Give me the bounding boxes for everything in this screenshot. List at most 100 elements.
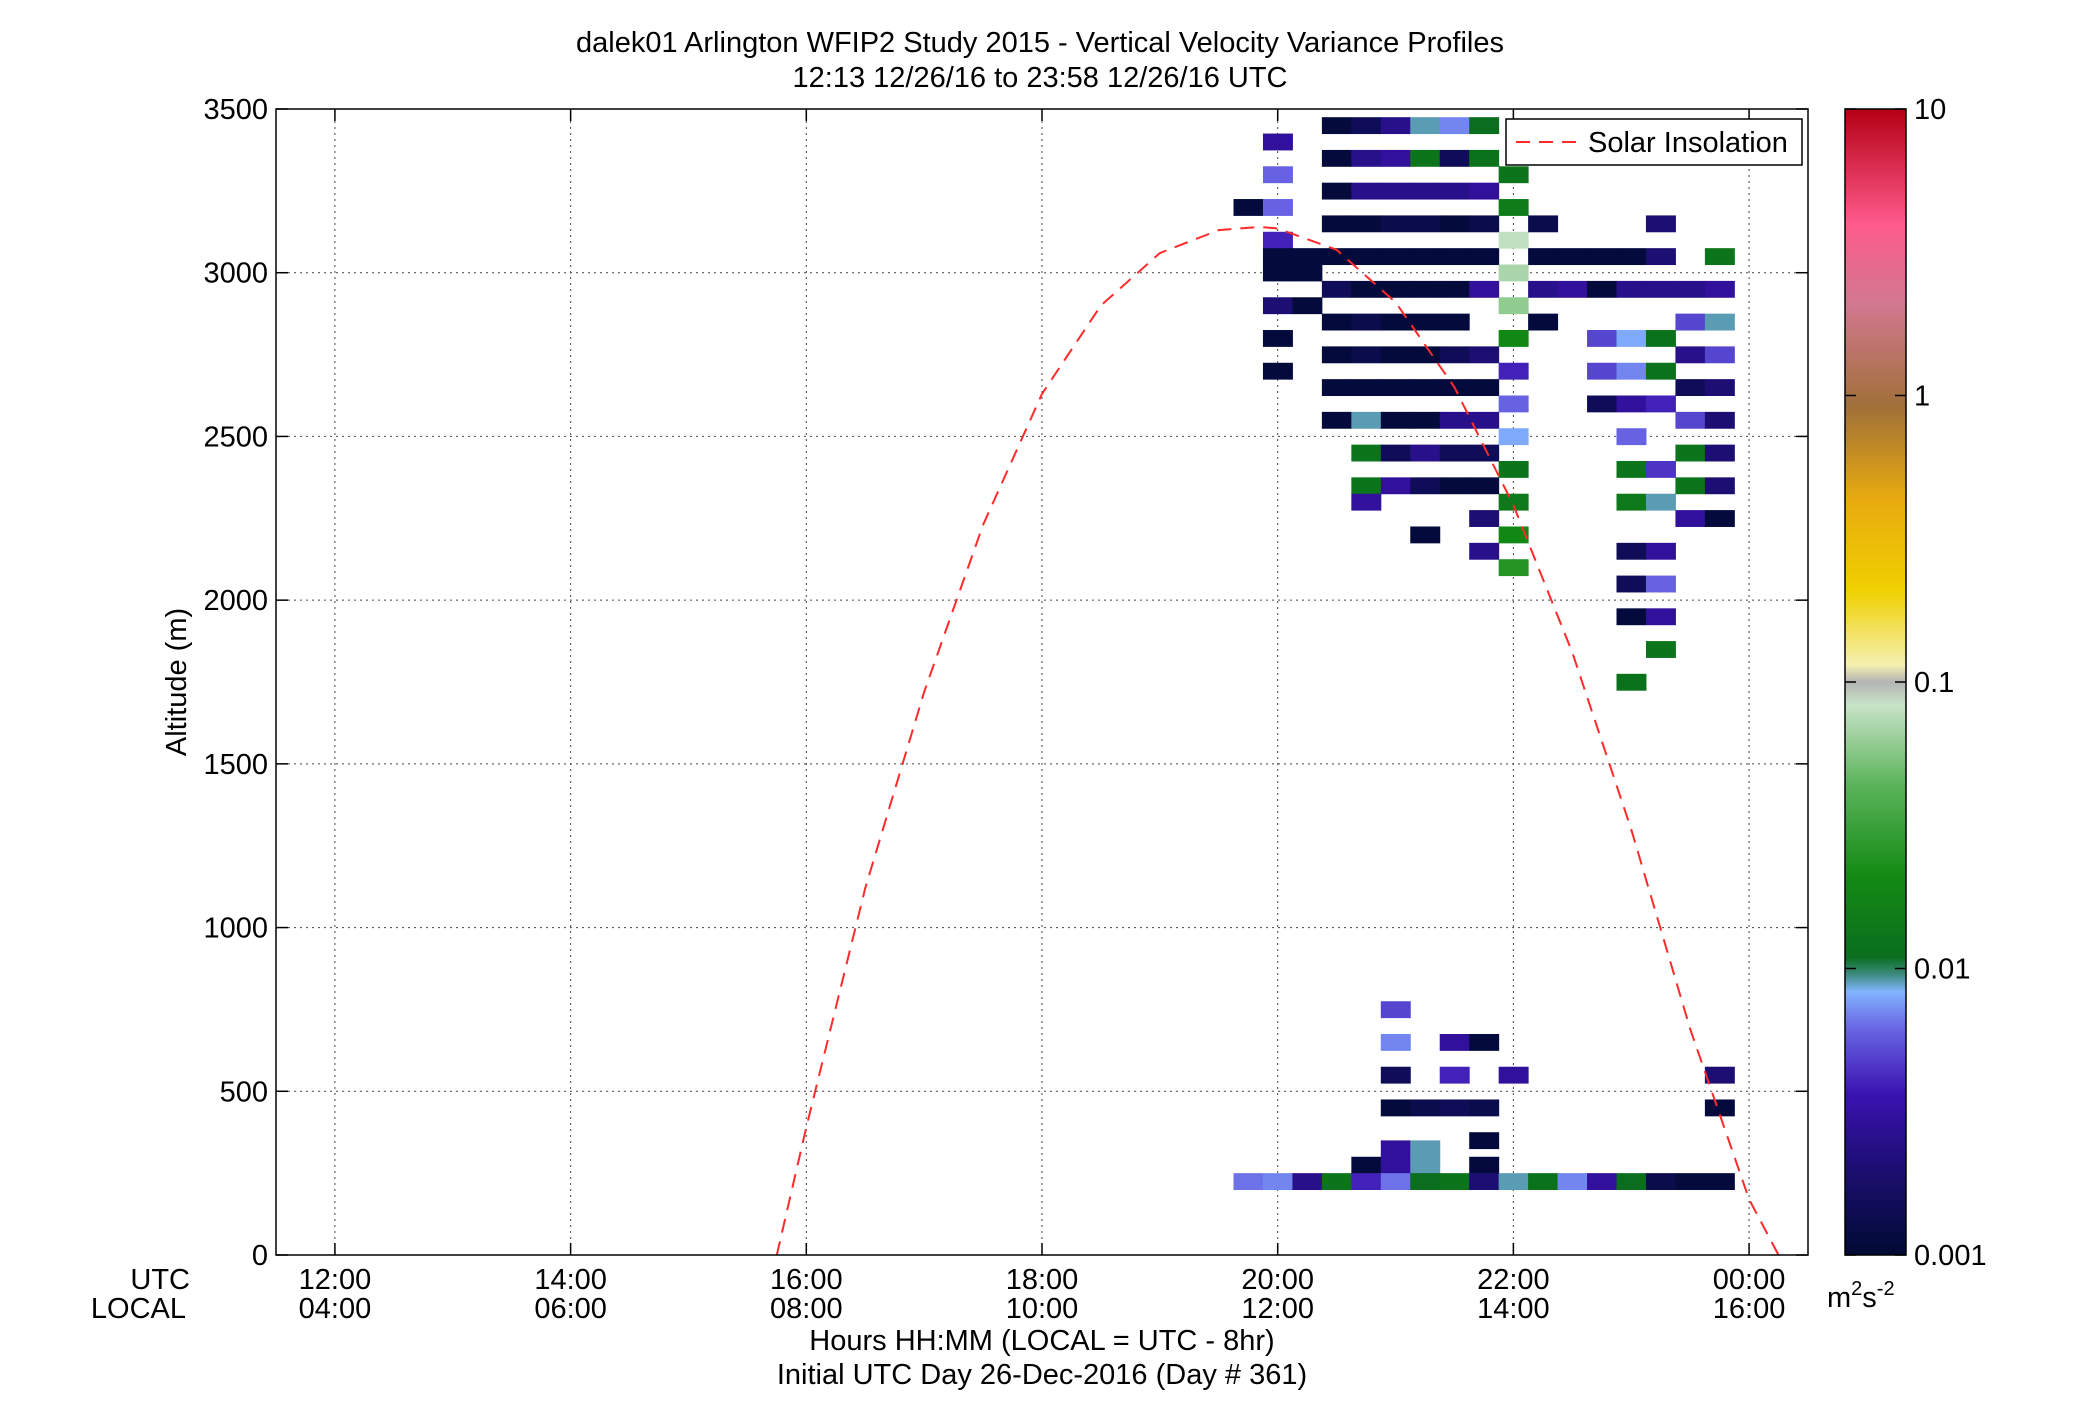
variance-cell xyxy=(1351,1156,1382,1174)
variance-cell xyxy=(1262,330,1293,347)
variance-cell xyxy=(1439,1066,1470,1084)
variance-cell xyxy=(1645,575,1676,593)
variance-cell xyxy=(1351,248,1382,266)
variance-cell xyxy=(1233,1173,1264,1191)
variance-cell xyxy=(1616,575,1647,593)
colorbar: 0.001 0.01 0.1 1 10 m2s-2 xyxy=(1827,94,1987,1314)
variance-cell xyxy=(1498,526,1529,544)
variance-cell xyxy=(1233,199,1264,216)
variance-cell xyxy=(1645,641,1676,658)
variance-cell xyxy=(1704,248,1735,266)
variance-cell xyxy=(1410,248,1441,266)
utc-row-label: UTC xyxy=(130,1264,190,1296)
variance-cell xyxy=(1469,1033,1500,1051)
local-row-label: LOCAL xyxy=(91,1293,186,1325)
variance-cell xyxy=(1616,542,1647,560)
variance-cell xyxy=(1528,215,1559,233)
variance-cell xyxy=(1498,199,1529,216)
variance-cell xyxy=(1498,395,1529,413)
variance-cell xyxy=(1498,330,1529,347)
variance-cell xyxy=(1704,477,1735,495)
variance-cell xyxy=(1410,117,1441,135)
x-tick-label-utc: 18:00 xyxy=(1006,1264,1079,1296)
x-tick-label-local: 04:00 xyxy=(299,1293,372,1325)
variance-cell xyxy=(1439,182,1470,200)
variance-cell xyxy=(1262,297,1293,315)
chart-title: dalek01 Arlington WFIP2 Study 2015 - Ver… xyxy=(576,27,1504,59)
variance-cell xyxy=(1351,149,1382,167)
colorbar-tick-label: 0.01 xyxy=(1914,954,1970,986)
variance-cell xyxy=(1645,1173,1676,1191)
variance-cell xyxy=(1675,477,1706,495)
variance-cell xyxy=(1439,117,1470,135)
variance-cell xyxy=(1262,199,1293,216)
variance-cell xyxy=(1321,248,1352,266)
variance-cell xyxy=(1321,313,1352,331)
x-tick-label-local: 10:00 xyxy=(1006,1293,1079,1325)
variance-cell xyxy=(1439,149,1470,167)
x-tick-label-utc: 16:00 xyxy=(770,1264,843,1296)
variance-cell xyxy=(1616,493,1647,511)
variance-cell xyxy=(1439,280,1470,298)
variance-cell xyxy=(1616,330,1647,347)
variance-cell xyxy=(1469,149,1500,167)
variance-cell xyxy=(1704,379,1735,396)
variance-cell xyxy=(1645,460,1676,478)
variance-cell xyxy=(1262,264,1293,282)
variance-cell xyxy=(1469,444,1500,462)
x-tick-label-local: 06:00 xyxy=(534,1293,607,1325)
variance-cell xyxy=(1351,379,1382,396)
y-tick-labels: 0 500 1000 1500 2000 2500 3000 3500 xyxy=(203,94,268,1272)
variance-cell xyxy=(1380,346,1411,364)
variance-cell xyxy=(1410,182,1441,200)
y-axis-label: Altitude (m) xyxy=(161,608,193,756)
variance-cell xyxy=(1528,313,1559,331)
y-tick-label: 3000 xyxy=(203,258,268,290)
variance-cell xyxy=(1380,379,1411,396)
variance-cell xyxy=(1645,542,1676,560)
variance-cell xyxy=(1321,379,1352,396)
variance-cell xyxy=(1410,280,1441,298)
variance-cell xyxy=(1380,182,1411,200)
variance-cell xyxy=(1645,395,1676,413)
variance-cell xyxy=(1469,280,1500,298)
variance-cell xyxy=(1675,411,1706,429)
colorbar-tick-label: 1 xyxy=(1914,381,1930,413)
variance-cell xyxy=(1439,346,1470,364)
variance-cell xyxy=(1262,133,1293,151)
x-tick-label-utc: 00:00 xyxy=(1713,1264,1786,1296)
variance-cell xyxy=(1704,313,1735,331)
variance-cell xyxy=(1645,493,1676,511)
variance-cell xyxy=(1616,608,1647,626)
solar-insolation-line xyxy=(775,225,1780,1256)
axis-ticks xyxy=(276,108,1808,1256)
chart-subtitle: 12:13 12/26/16 to 23:58 12/26/16 UTC xyxy=(793,62,1288,94)
variance-cell xyxy=(1351,1173,1382,1191)
variance-cell xyxy=(1528,280,1559,298)
variance-cell xyxy=(1410,313,1441,331)
variance-cell xyxy=(1469,1099,1500,1117)
colorbar-ticks: 0.001 0.01 0.1 1 10 xyxy=(1845,94,1987,1272)
variance-cell xyxy=(1351,411,1382,429)
variance-cell xyxy=(1439,477,1470,495)
colorbar-tick-label: 10 xyxy=(1914,94,1946,126)
variance-cell xyxy=(1645,608,1676,626)
variance-cell xyxy=(1380,1099,1411,1117)
variance-cell xyxy=(1704,280,1735,298)
variance-cell xyxy=(1439,444,1470,462)
variance-cell xyxy=(1704,411,1735,429)
variance-cell xyxy=(1587,280,1617,298)
variance-cell xyxy=(1351,117,1382,135)
variance-cell xyxy=(1380,1033,1411,1051)
variance-cell xyxy=(1645,362,1676,380)
variance-cell xyxy=(1380,149,1411,167)
variance-cell xyxy=(1262,362,1293,380)
variance-cell xyxy=(1380,313,1411,331)
y-tick-label: 3500 xyxy=(203,94,268,126)
variance-cell xyxy=(1351,493,1382,511)
variance-cell xyxy=(1645,280,1676,298)
variance-cell xyxy=(1557,280,1588,298)
variance-cell xyxy=(1704,1173,1735,1191)
variance-cell xyxy=(1380,1066,1411,1084)
variance-cell xyxy=(1498,493,1529,511)
